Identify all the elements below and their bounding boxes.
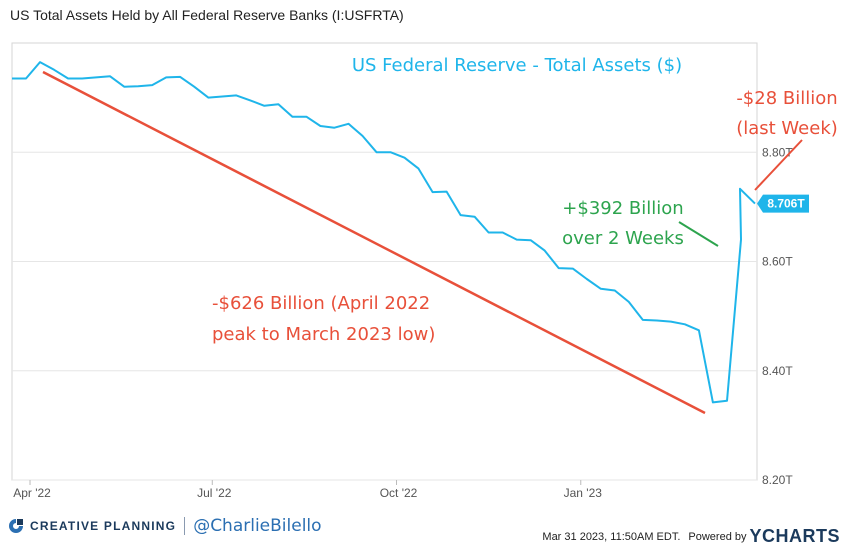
y-axis: 8.20T 8.40T 8.60T 8.80T: [762, 145, 793, 487]
increase-arrow-line: [678, 221, 719, 247]
x-tick-label: Jan '23: [564, 486, 603, 500]
last-week-annotation-line: (last Week): [736, 118, 838, 139]
brand-name: CREATIVE PLANNING: [30, 519, 177, 533]
brand-divider: [184, 517, 186, 535]
decline-annotation: -$626 Billion (April 2022 peak to March 2…: [212, 293, 435, 345]
increase-annotation: +$392 Billion over 2 Weeks: [562, 198, 684, 249]
increase-annotation-line: +$392 Billion: [562, 198, 683, 219]
overlay-title: US Federal Reserve - Total Assets ($): [352, 55, 682, 76]
x-tick-label: Jul '22: [197, 486, 232, 500]
timestamp: Mar 31 2023, 11:50AM EDT.: [542, 530, 681, 543]
last-week-annotation-line: -$28 Billion: [736, 88, 837, 109]
author-handle: @CharlieBilello: [193, 516, 322, 536]
x-tick-label: Apr '22: [13, 486, 51, 500]
annotations: US Federal Reserve - Total Assets ($) -$6…: [42, 55, 838, 415]
x-tick-label: Oct '22: [380, 486, 418, 500]
page-title: US Total Assets Held by All Federal Rese…: [10, 7, 404, 23]
ycharts-logo: YCHARTS: [749, 526, 840, 546]
last-value-label: 8.706T: [767, 197, 805, 211]
decline-trend-line: [42, 70, 706, 415]
creative-planning-logo-icon: [9, 519, 23, 533]
y-tick-label: 8.80T: [762, 145, 793, 159]
footer-right: Mar 31 2023, 11:50AM EDT. Powered by YCH…: [542, 526, 840, 547]
x-axis: Apr '22 Jul '22 Oct '22 Jan '23: [13, 480, 602, 500]
y-tick-label: 8.60T: [762, 255, 793, 269]
last-value-badge: 8.706T: [757, 194, 809, 213]
last-week-arrow-line: [754, 139, 803, 191]
series-layer: 8.706T: [12, 61, 809, 404]
footer-brand: CREATIVE PLANNING @CharlieBilello: [8, 515, 322, 537]
decline-annotation-line: -$626 Billion (April 2022: [212, 293, 430, 314]
last-week-annotation: -$28 Billion (last Week): [736, 88, 838, 139]
decline-annotation-line: peak to March 2023 low): [212, 324, 435, 345]
series-line: [12, 61, 756, 404]
last-value-badge-bg: [757, 194, 809, 213]
y-tick-label: 8.20T: [762, 473, 793, 487]
y-tick-label: 8.40T: [762, 364, 793, 378]
increase-annotation-line: over 2 Weeks: [562, 228, 684, 249]
powered-by-text: Powered by: [688, 530, 747, 543]
